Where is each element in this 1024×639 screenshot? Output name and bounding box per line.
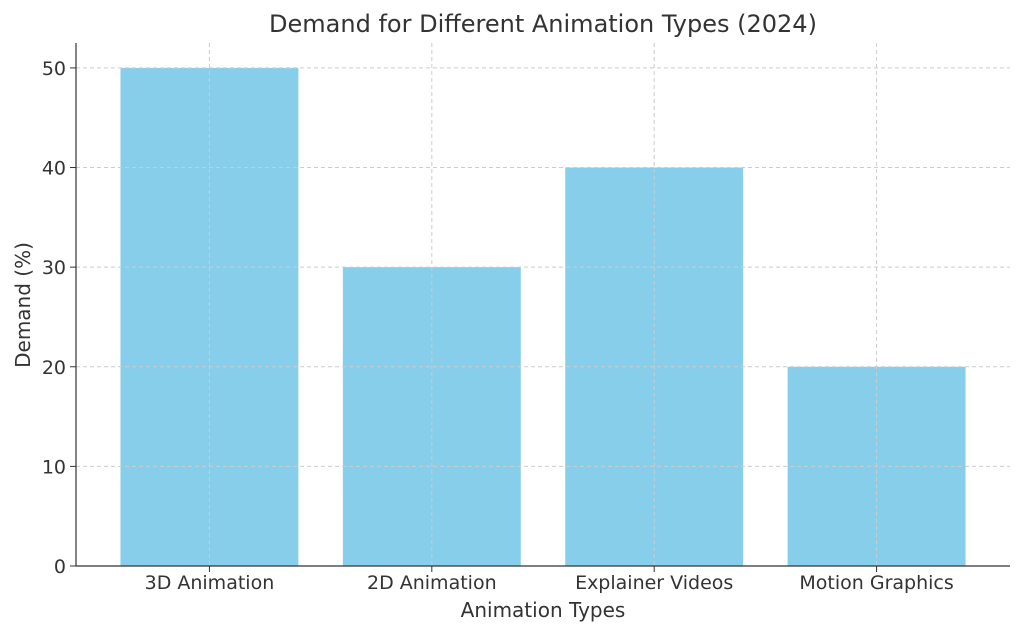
y-ticks: 0 10 20 30 40 50 (42, 58, 76, 578)
x-tick-label: 3D Animation (145, 572, 275, 594)
y-tick-label: 30 (42, 257, 66, 279)
y-tick-label: 40 (42, 158, 66, 180)
x-ticks: 3D Animation 2D Animation Explainer Videos… (145, 566, 954, 594)
y-tick-label: 50 (42, 58, 66, 80)
x-tick-label: 2D Animation (367, 572, 497, 594)
x-tick-label: Motion Graphics (799, 572, 953, 594)
y-tick-label: 0 (54, 556, 66, 578)
x-axis-label: Animation Types (461, 598, 626, 622)
y-tick-label: 10 (42, 456, 66, 478)
x-tick-label: Explainer Videos (575, 572, 733, 594)
chart-title: Demand for Different Animation Types (20… (269, 10, 817, 38)
y-axis-label: Demand (%) (11, 242, 35, 368)
y-tick-label: 20 (42, 357, 66, 379)
bars (120, 67, 966, 567)
